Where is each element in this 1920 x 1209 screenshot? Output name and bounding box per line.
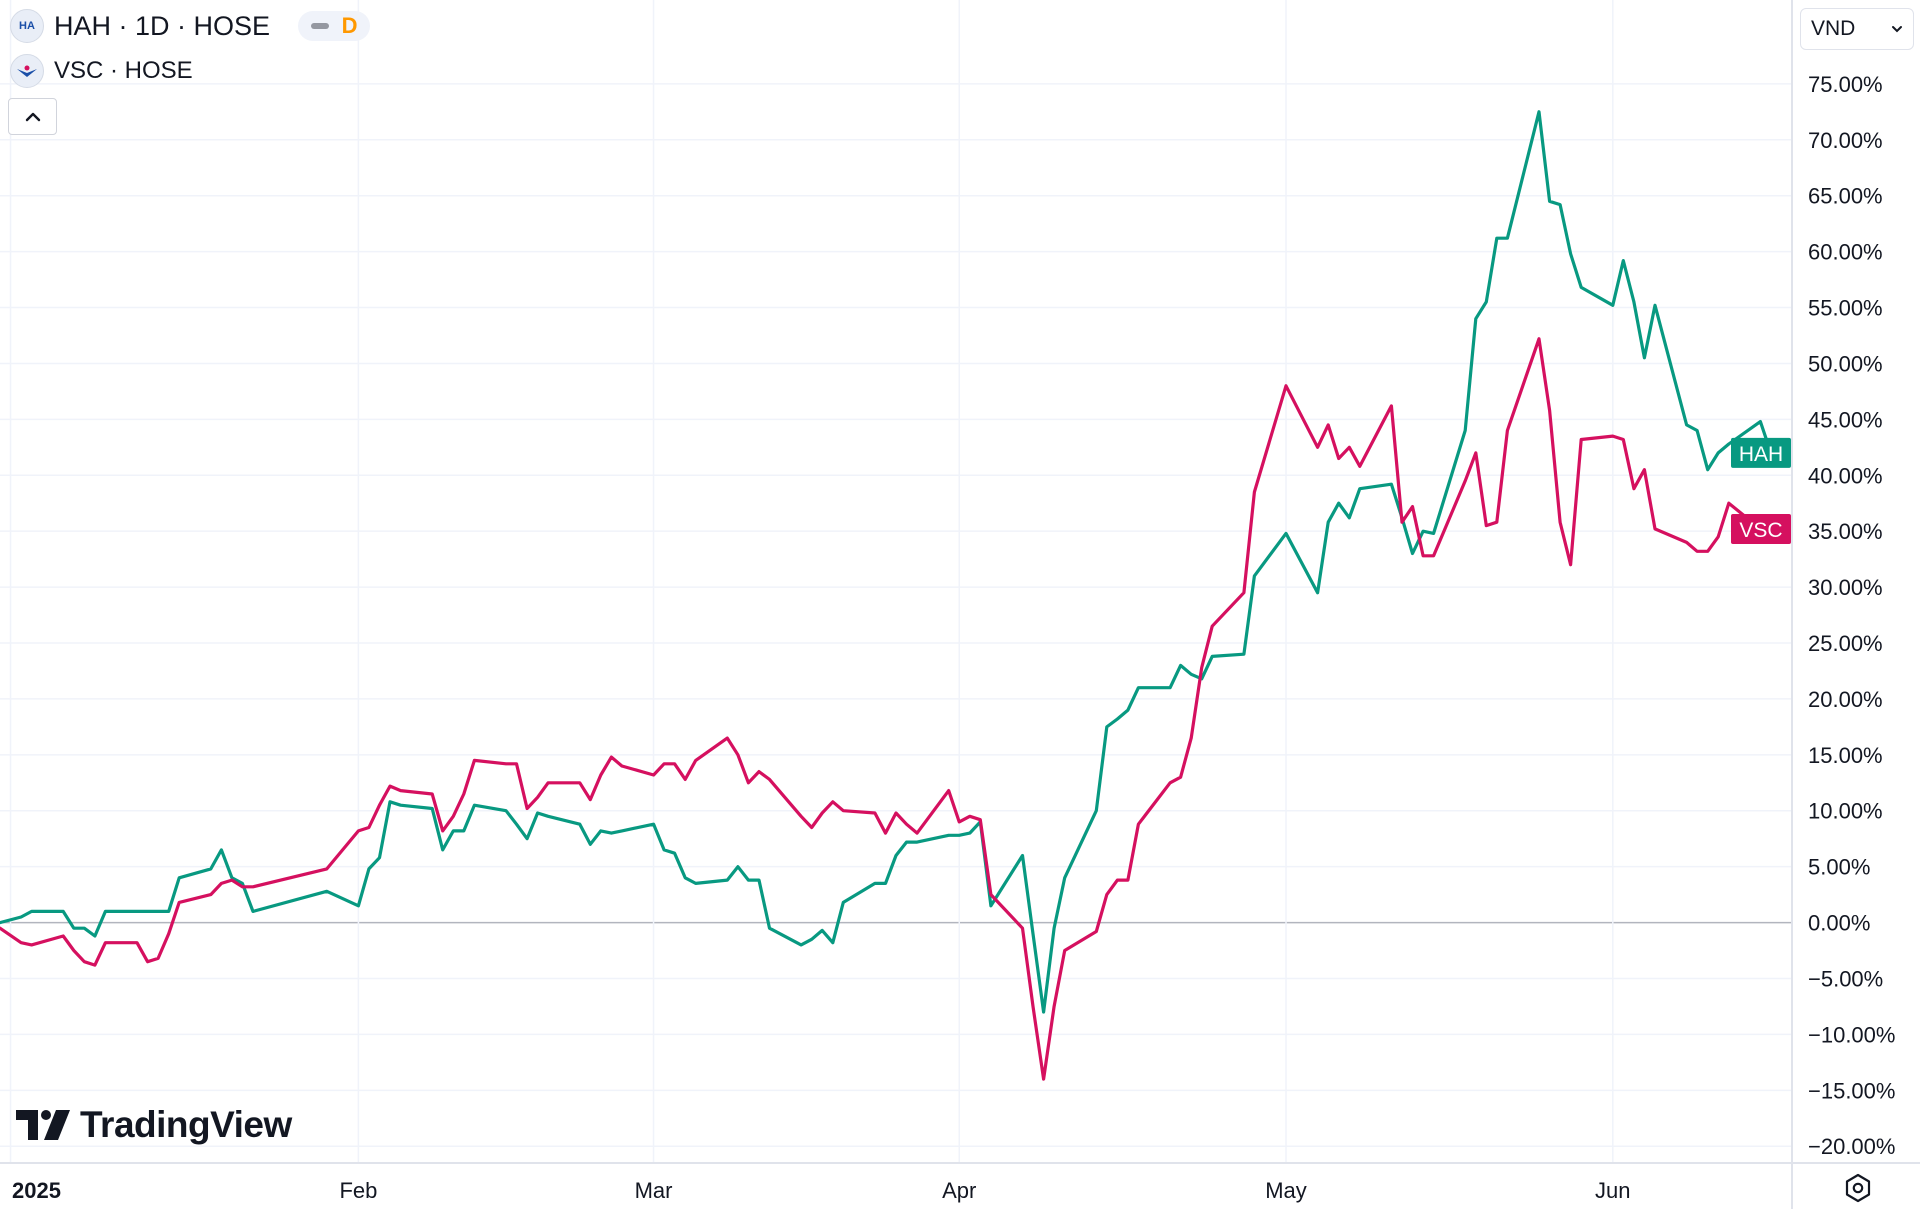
y-tick-label: 50.00% [1808, 351, 1883, 376]
currency-label: VND [1811, 17, 1856, 40]
x-tick-label: Feb [339, 1178, 377, 1203]
x-tick-label: Jun [1595, 1178, 1630, 1203]
tradingview-wordmark: TradingView [80, 1104, 292, 1145]
y-tick-label: 40.00% [1808, 463, 1883, 488]
chart-settings-button[interactable] [1840, 1172, 1876, 1204]
y-tick-label: 35.00% [1808, 519, 1883, 544]
y-tick-label: −10.00% [1808, 1022, 1895, 1047]
series-line-hah [0, 110, 1773, 1014]
y-tick-label: 30.00% [1808, 575, 1883, 600]
legend-secondary[interactable]: VSC · HOSE [10, 54, 193, 88]
y-tick-label: 70.00% [1808, 128, 1883, 153]
chevron-up-icon [25, 112, 40, 121]
interval-badge[interactable]: D [298, 11, 371, 41]
hah-logo-icon: HA [10, 9, 44, 43]
y-tick-label: 65.00% [1808, 184, 1883, 209]
y-tick-label: −20.00% [1808, 1134, 1895, 1159]
price-scale[interactable]: 75.00% 70.00% 65.00% 60.00% 55.00% 50.00% 45.0… [1808, 72, 1895, 1159]
series-layer [0, 110, 1773, 1081]
legend-primary[interactable]: HA HAH · 1D · HOSE D [10, 9, 371, 43]
y-tick-label: 45.00% [1808, 407, 1883, 432]
y-tick-label: 10.00% [1808, 799, 1883, 824]
x-tick-label: Apr [942, 1178, 976, 1203]
tradingview-logo-icon [16, 1110, 70, 1140]
legend-secondary-title[interactable]: VSC · HOSE [54, 57, 193, 84]
y-tick-label: 15.00% [1808, 743, 1883, 768]
collapse-legend-button[interactable] [8, 98, 57, 135]
time-scale[interactable]: 2025 Feb Mar Apr May Jun [12, 1178, 1631, 1203]
series-line-vsc [0, 337, 1762, 1081]
tradingview-logo[interactable]: TradingView [16, 1104, 292, 1146]
y-tick-label: 25.00% [1808, 631, 1883, 656]
last-value-labels: HAH VSC [1731, 437, 1791, 544]
hah-logo-text: HA [19, 20, 35, 32]
y-tick-label: −5.00% [1808, 966, 1883, 991]
y-tick-label: −15.00% [1808, 1078, 1895, 1103]
y-tick-label: 20.00% [1808, 687, 1883, 712]
interval-badge-label: D [341, 13, 358, 38]
last-value-label-vsc: VSC [1731, 513, 1791, 544]
y-tick-label: 55.00% [1808, 296, 1883, 321]
currency-select[interactable]: VND [1800, 8, 1914, 50]
y-tick-label: 60.00% [1808, 240, 1883, 265]
last-value-badge [1731, 437, 1791, 468]
last-value-label-hah: HAH [1731, 437, 1791, 468]
y-tick-label: 75.00% [1808, 72, 1883, 97]
eye-dash-icon [310, 23, 329, 29]
last-value-text: VSC [1739, 519, 1782, 542]
gear-hexagon-icon [1845, 1173, 1871, 1203]
x-tick-label: Mar [635, 1178, 673, 1203]
last-value-badge [1731, 513, 1791, 544]
y-tick-label: 0.00% [1808, 911, 1870, 936]
chevron-down-icon [1892, 26, 1902, 33]
y-tick-label: 5.00% [1808, 855, 1870, 880]
legend-primary-title[interactable]: HAH · 1D · HOSE [54, 10, 271, 41]
vsc-logo-icon [10, 54, 44, 88]
x-tick-label: 2025 [12, 1178, 61, 1203]
last-value-text: HAH [1739, 443, 1783, 466]
x-tick-label: May [1265, 1178, 1307, 1203]
